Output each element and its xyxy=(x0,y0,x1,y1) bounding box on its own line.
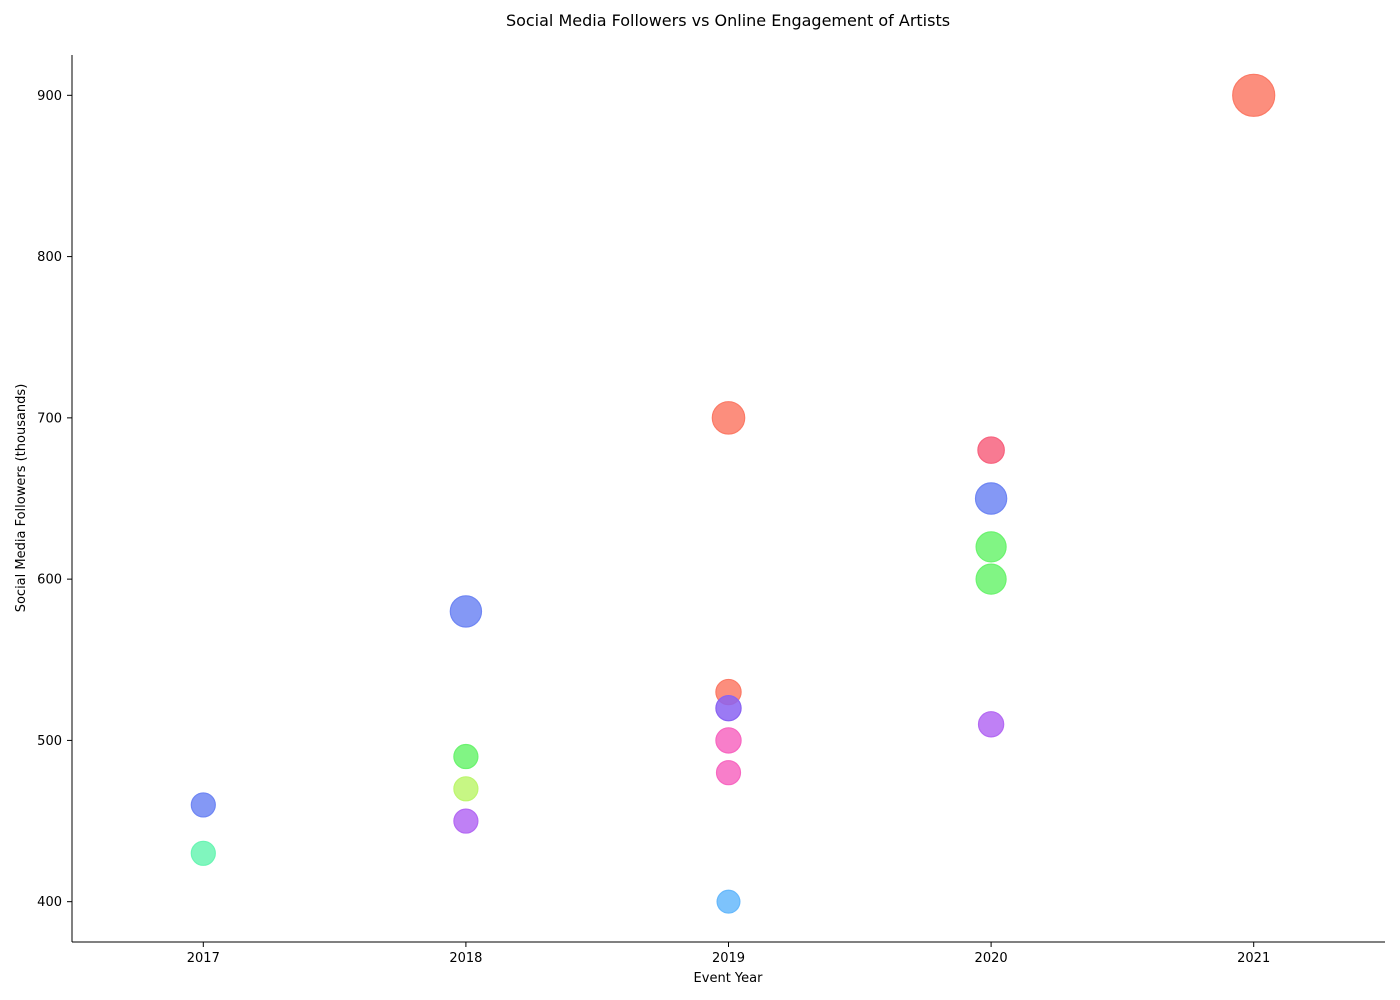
scatter-point xyxy=(716,889,741,914)
scatter-point xyxy=(715,727,742,754)
scatter-point xyxy=(715,694,742,722)
x-tick-label: 2021 xyxy=(1237,951,1270,966)
y-tick-label: 900 xyxy=(37,89,62,104)
y-tick-label: 400 xyxy=(37,895,62,910)
scatter-point xyxy=(975,563,1007,595)
scatter-point xyxy=(711,401,746,435)
chart-title: Social Media Followers vs Online Engagem… xyxy=(506,11,950,30)
scatter-point xyxy=(715,760,742,786)
y-tick-label: 700 xyxy=(37,411,62,426)
scatter-point xyxy=(453,808,479,834)
x-tick-label: 2017 xyxy=(187,951,220,966)
scatter-point xyxy=(449,595,483,628)
scatter-point xyxy=(453,776,479,802)
data-points xyxy=(190,73,1276,914)
scatter-point xyxy=(453,743,479,770)
scatter-point xyxy=(1232,73,1276,117)
x-tick-label: 2020 xyxy=(975,951,1008,966)
x-tick-label: 2018 xyxy=(449,951,482,966)
axes: 2017 2018 2019 2020 2021 400 500 600 700 800 900 xyxy=(37,55,1385,966)
scatter-point xyxy=(977,436,1005,464)
scatter-point xyxy=(977,711,1005,738)
scatter-point xyxy=(974,482,1008,515)
y-tick-label: 500 xyxy=(37,734,62,749)
x-tick-label: 2019 xyxy=(712,951,745,966)
y-axis-label: Social Media Followers (thousands) xyxy=(14,384,29,613)
scatter-point xyxy=(975,531,1007,563)
y-tick-label: 600 xyxy=(37,573,62,588)
scatter-point xyxy=(190,840,216,866)
x-axis-label: Event Year xyxy=(694,971,764,986)
y-tick-label: 800 xyxy=(37,250,62,265)
scatter-point xyxy=(190,792,216,818)
